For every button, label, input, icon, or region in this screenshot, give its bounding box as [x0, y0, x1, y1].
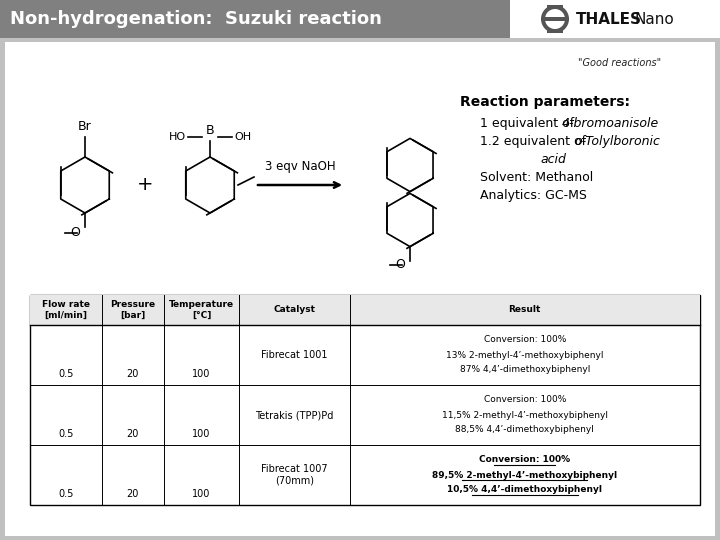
Text: Conversion: 100%: Conversion: 100%	[484, 335, 566, 345]
Text: OH: OH	[234, 132, 251, 142]
Text: +: +	[137, 176, 153, 194]
Text: Conversion: 100%: Conversion: 100%	[484, 395, 566, 404]
Text: 87% 4,4’-dimethoxybiphenyl: 87% 4,4’-dimethoxybiphenyl	[459, 366, 590, 375]
Text: O: O	[70, 226, 80, 240]
Text: 10,5% 4,4’-dimethoxybiphenyl: 10,5% 4,4’-dimethoxybiphenyl	[447, 485, 603, 495]
Text: Flow rate
[ml/min]: Flow rate [ml/min]	[42, 300, 90, 320]
Text: Br: Br	[78, 120, 92, 133]
Bar	[547, 29, 563, 33]
Text: Non-hydrogenation:  Suzuki reaction: Non-hydrogenation: Suzuki reaction	[10, 10, 382, 28]
Text: 20: 20	[127, 369, 139, 379]
Text: acid: acid	[540, 153, 566, 166]
Text: 0.5: 0.5	[58, 429, 73, 439]
Text: Reaction parameters:: Reaction parameters:	[460, 95, 630, 109]
Text: Solvent: Methanol: Solvent: Methanol	[480, 171, 593, 184]
Text: 20: 20	[127, 489, 139, 499]
Text: 100: 100	[192, 429, 211, 439]
Text: 89,5% 2-methyl-4’-methoxybiphenyl: 89,5% 2-methyl-4’-methoxybiphenyl	[432, 470, 617, 480]
Text: Fibrecat 1001: Fibrecat 1001	[261, 350, 328, 360]
Bar	[541, 17, 569, 21]
Text: 11,5% 2-methyl-4’-methoxybiphenyl: 11,5% 2-methyl-4’-methoxybiphenyl	[442, 410, 608, 420]
Bar	[30, 295, 700, 325]
Text: 13% 2-methyl-4’-methoxybiphenyl: 13% 2-methyl-4’-methoxybiphenyl	[446, 350, 603, 360]
Text: Tetrakis (TPP)Pd: Tetrakis (TPP)Pd	[255, 410, 333, 420]
Text: Temperature
[°C]: Temperature [°C]	[169, 300, 234, 320]
Text: Result: Result	[508, 306, 541, 314]
Text: 4-bromoanisole: 4-bromoanisole	[562, 117, 660, 130]
Text: Conversion: 100%: Conversion: 100%	[480, 456, 570, 464]
Text: o-Tolylboronic: o-Tolylboronic	[574, 135, 660, 148]
Bar	[547, 5, 563, 9]
Text: O: O	[395, 258, 405, 271]
Text: HO: HO	[169, 132, 186, 142]
Text: Nano: Nano	[634, 11, 674, 26]
Text: B: B	[206, 124, 215, 137]
Text: 0.5: 0.5	[58, 369, 73, 379]
Text: 1.2 equivalent of: 1.2 equivalent of	[480, 135, 590, 148]
Text: "Good reactions": "Good reactions"	[578, 58, 662, 68]
Text: THALES: THALES	[576, 11, 642, 26]
Text: 100: 100	[192, 489, 211, 499]
Bar	[0, 0, 720, 38]
Bar	[510, 0, 720, 38]
Text: 0.5: 0.5	[58, 489, 73, 499]
Text: 100: 100	[192, 369, 211, 379]
Bar	[30, 295, 700, 505]
Text: Catalyst: Catalyst	[274, 306, 315, 314]
Text: 1 equivalent of: 1 equivalent of	[480, 117, 578, 130]
Text: Analytics: GC-MS: Analytics: GC-MS	[480, 189, 587, 202]
Text: Fibrecat 1007
(70mm): Fibrecat 1007 (70mm)	[261, 464, 328, 486]
Text: Pressure
[bar]: Pressure [bar]	[110, 300, 156, 320]
Circle shape	[541, 5, 569, 33]
Text: 20: 20	[127, 429, 139, 439]
Text: 3 eqv NaOH: 3 eqv NaOH	[265, 160, 336, 173]
Text: 88,5% 4,4’-dimethoxybiphenyl: 88,5% 4,4’-dimethoxybiphenyl	[455, 426, 594, 435]
Circle shape	[545, 9, 565, 29]
